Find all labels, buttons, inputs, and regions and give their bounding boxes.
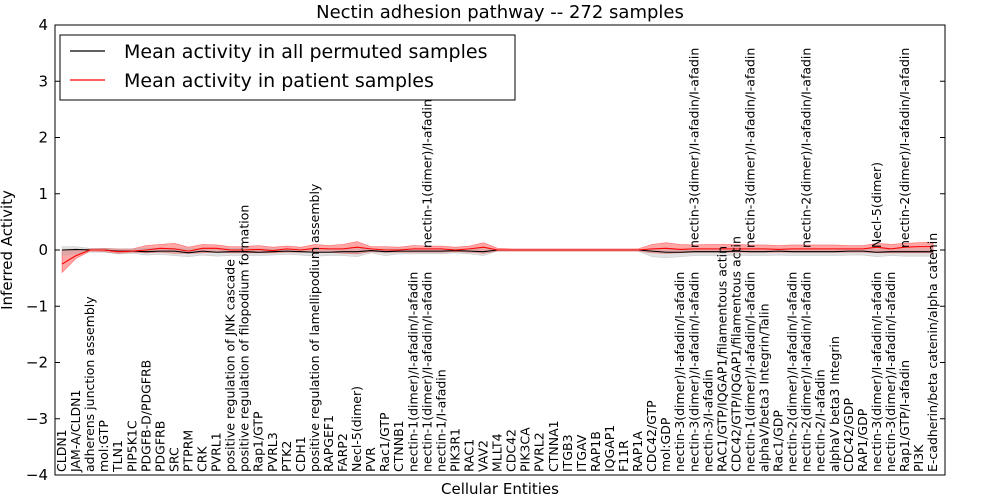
x-tick-label-overflow: Necl-5(dimer): [869, 162, 884, 248]
y-tick-label: −2: [26, 354, 48, 372]
y-tick-label: −3: [26, 410, 48, 428]
line-patient: [61, 246, 934, 265]
x-tick-label: alphaV/beta3 Integrin/Talin: [757, 304, 772, 473]
x-tick-label: nectin-3(dimer)/I-afadin/I-afadin: [869, 272, 884, 472]
x-tick-label: mol:GDP: [658, 417, 673, 472]
x-tick-label: nectin-3(dimer)/I-afadin/I-afadin: [672, 272, 687, 472]
x-tick-labels: CLDN1 JAM-A/CLDN1 adherens junction assemb…: [54, 48, 940, 473]
x-tick-label: Rap1/GTP/I-afadin: [897, 360, 912, 472]
x-tick-label: positive regulation of lamellipodium ass…: [307, 183, 322, 472]
x-tick-label: nectin-1(dimer)/I-afadin/I-afadin: [405, 272, 420, 472]
x-tick-label: Rap1/GTP: [251, 411, 266, 472]
x-tick-label: TLN1: [110, 440, 125, 473]
x-tick-label: positive regulation of filopodium format…: [237, 205, 252, 472]
x-tick-label: nectin-2/I-afadin: [813, 369, 828, 472]
x-tick-label: ITGB3: [560, 434, 575, 472]
x-tick-label: RAPGEF1: [321, 415, 336, 472]
x-tick-label: Rac1/GTP: [377, 412, 392, 472]
x-tick-label: VAV2: [476, 440, 491, 472]
x-tick-label: CRK: [195, 446, 210, 472]
y-axis-label: Inferred Activity: [0, 190, 16, 310]
x-tick-label-overflow: nectin-2(dimer)/I-afadin/I-afadin: [897, 48, 912, 248]
x-tick-label: PVRL2: [532, 432, 547, 472]
x-tick-label: nectin-1(dimer)/I-afadin/I-afadin: [742, 272, 757, 472]
x-tick-label: RAC1: [461, 439, 476, 472]
x-tick-label: alphaV beta3 Integrin: [827, 336, 842, 472]
x-tick-label: PDGFRB: [152, 421, 167, 472]
x-tick-label: RAC1/GTP/IQGAP1/filamentous actin: [714, 246, 729, 472]
x-tick-label: PDGFB-D/PDGFRB: [138, 360, 153, 472]
y-tick-label: −1: [26, 297, 48, 315]
x-tick-label: adherens junction assembly: [82, 296, 97, 472]
x-tick-label: PTPRM: [180, 430, 195, 472]
x-tick-label: CDC42: [504, 429, 519, 472]
x-tick-label: ITGAV: [574, 434, 589, 472]
x-tick-label: RAP1/GDP: [855, 408, 870, 472]
x-tick-label: CTNNB1: [391, 420, 406, 472]
x-tick-label: PIK3R1: [447, 428, 462, 472]
x-tick-label: nectin-1/I-afadin: [433, 369, 448, 472]
x-tick-label: PVRL3: [265, 432, 280, 472]
x-tick-label: Necl-5(dimer): [349, 386, 364, 472]
x-tick-label: nectin-3/I-afadin: [700, 369, 715, 472]
x-tick-label: RAP1B: [588, 431, 603, 472]
x-tick-label: F11R: [616, 440, 631, 472]
x-tick-label-overflow: nectin-1(dimer)/I-afadin: [419, 99, 434, 248]
x-tick-label: nectin-3(dimer)/I-afadin/I-afadin: [883, 272, 898, 472]
x-tick-label: PI3K: [911, 444, 926, 472]
x-tick-label: IQGAP1: [602, 425, 617, 472]
y-axis-ticks: −4 −3 −2 −1 0 1 2 3 4: [26, 16, 945, 484]
series-lines: [61, 246, 934, 265]
y-tick-label: 1: [38, 185, 48, 203]
legend-label-permuted: Mean activity in all permuted samples: [124, 41, 487, 63]
x-tick-label: SRC: [166, 447, 181, 472]
x-tick-label: nectin-2(dimer)/I-afadin/I-afadin: [799, 272, 814, 472]
x-tick-label: CDC42/GTP/IQGAP1/filamentous actin: [728, 236, 743, 472]
x-tick-label: PVRL1: [209, 432, 224, 472]
x-tick-label: PIP5K1C: [124, 420, 139, 472]
x-tick-label: PVR: [363, 447, 378, 472]
x-tick-label: PIK3CA: [518, 427, 533, 472]
x-tick-label: CDC42/GTP: [644, 400, 659, 472]
x-tick-label: mol:GTP: [96, 420, 111, 472]
x-tick-label: FARP2: [335, 433, 350, 472]
x-axis-label: Cellular Entities: [441, 480, 559, 498]
plot-area-frame: [54, 24, 946, 476]
x-tick-label-overflow: nectin-3(dimer)/I-afadin/I-afadin: [742, 48, 757, 248]
x-tick-label: JAM-A/CLDN1: [68, 390, 83, 473]
y-tick-label: 0: [38, 241, 48, 259]
x-tick-label: CDH1: [293, 436, 308, 472]
x-tick-label: positive regulation of JNK cascade: [223, 259, 238, 472]
x-tick-label: CTNNA1: [546, 420, 561, 472]
x-tick-label: CDC42/GDP: [841, 397, 856, 472]
x-tick-label: nectin-2(dimer)/I-afadin/I-afadin: [785, 272, 800, 472]
x-tick-label: CLDN1: [54, 429, 69, 472]
x-tick-label: PTK2: [279, 441, 294, 472]
y-tick-label: 3: [38, 72, 48, 90]
legend-label-patient: Mean activity in patient samples: [124, 70, 434, 92]
x-tick-label: Rac1/GDP: [771, 410, 786, 472]
y-tick-label: −4: [26, 466, 48, 484]
x-tick-label: MLLT4: [490, 433, 505, 472]
x-tick-label: E-cadherin/beta catenin/alpha catenin: [925, 233, 940, 472]
x-tick-label: nectin-1(dimer)/I-afadin/I-afadin: [419, 272, 434, 472]
legend: Mean activity in all permuted samples Me…: [59, 34, 516, 101]
x-tick-label: RAP1A: [630, 431, 645, 472]
legend-box: [59, 34, 516, 101]
x-tick-label-overflow: nectin-2(dimer)/I-afadin/I-afadin: [799, 48, 814, 248]
x-tick-label: nectin-3(dimer)/I-afadin/I-afadin: [686, 272, 701, 472]
chart-title: Nectin adhesion pathway -- 272 samples: [316, 2, 684, 23]
x-tick-label-overflow: nectin-3(dimer)/I-afadin/I-afadin: [686, 48, 701, 248]
y-tick-label: 2: [38, 129, 48, 147]
y-tick-label: 4: [38, 16, 48, 34]
